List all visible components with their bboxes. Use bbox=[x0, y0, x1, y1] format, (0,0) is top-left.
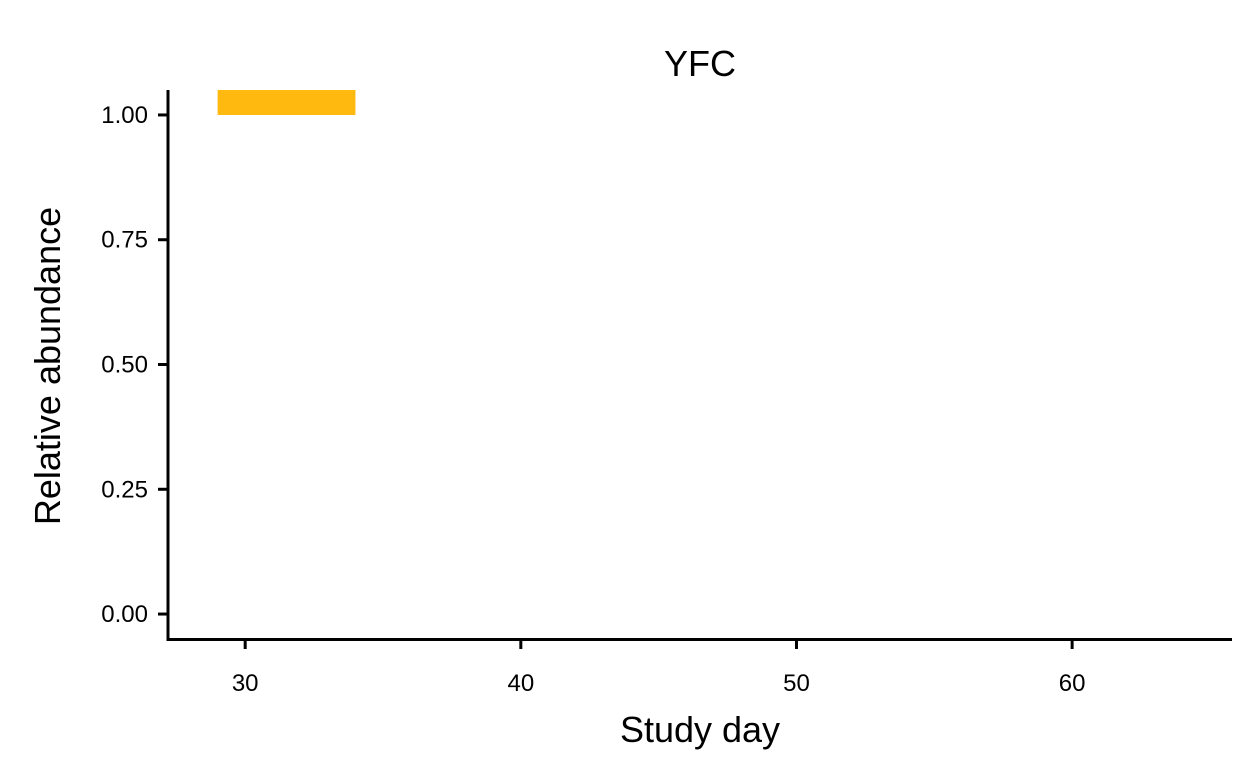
y-tick-label: 0.50 bbox=[101, 352, 148, 379]
chart-title: YFC bbox=[664, 43, 736, 84]
y-tick-label: 1.00 bbox=[101, 102, 148, 129]
y-tick-label: 0.75 bbox=[101, 227, 148, 254]
plot-area bbox=[217, 90, 356, 115]
y-axis-title: Relative abundance bbox=[27, 207, 68, 525]
y-axis-ticks: 0.00 0.25 0.50 0.75 1.00 bbox=[101, 102, 168, 628]
x-axis-title: Study day bbox=[620, 709, 780, 750]
x-tick-label: 30 bbox=[232, 670, 259, 697]
y-tick-label: 0.25 bbox=[101, 476, 148, 503]
area-series-1 bbox=[217, 90, 356, 115]
y-tick-label: 0.00 bbox=[101, 601, 148, 628]
x-tick-label: 50 bbox=[783, 670, 810, 697]
x-tick-label: 40 bbox=[507, 670, 534, 697]
x-tick-label: 60 bbox=[1059, 670, 1086, 697]
x-axis-ticks: 30 40 50 60 bbox=[232, 639, 1086, 697]
